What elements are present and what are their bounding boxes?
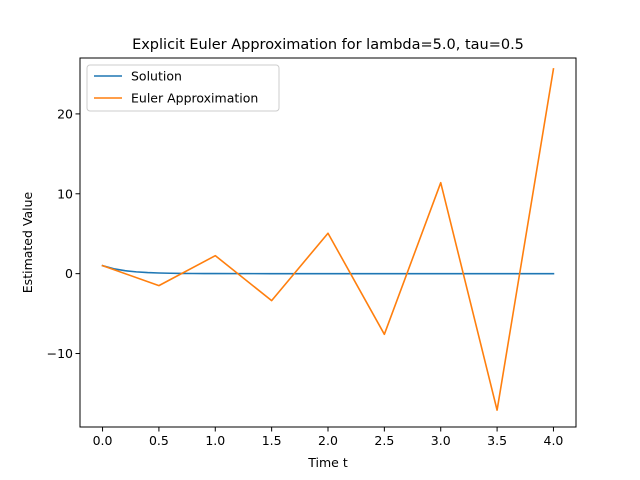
- y-tick-label: 10: [57, 186, 73, 201]
- legend: Solution Euler Approximation: [86, 64, 280, 112]
- legend-box: [86, 64, 280, 112]
- y-tick-label: 20: [57, 106, 73, 121]
- x-tick-label: 3.5: [487, 433, 507, 448]
- x-tick-label: 4.0: [544, 433, 564, 448]
- x-tick-label: 3.0: [431, 433, 451, 448]
- chart-title: Explicit Euler Approximation for lambda=…: [132, 37, 524, 53]
- legend-label-1: Euler Approximation: [131, 91, 258, 106]
- x-tick-label: 1.0: [205, 433, 225, 448]
- y-tick-label: 0: [65, 266, 73, 281]
- series-line-0: [101, 264, 555, 275]
- x-tick-label: 0.5: [149, 433, 169, 448]
- plot-area: [80, 58, 576, 427]
- x-tick-label: 2.5: [374, 433, 394, 448]
- x-axis-ticks: 0.0 0.5 1.0 1.5 2.0 2.5 3.0 3.5 4.0: [93, 427, 564, 448]
- x-tick-label: 2.0: [318, 433, 338, 448]
- legend-label-0: Solution: [131, 69, 182, 84]
- series-layer: [101, 68, 555, 411]
- x-axis-label: Time t: [307, 455, 348, 470]
- y-tick-label: −10: [47, 346, 73, 361]
- series-line-1: [101, 68, 555, 411]
- plot-frame: [79, 57, 577, 428]
- x-tick-label: 0.0: [93, 433, 113, 448]
- y-axis-label: Estimated Value: [20, 191, 35, 293]
- x-tick-label: 1.5: [262, 433, 282, 448]
- y-axis-ticks: −10 0 10 20: [47, 106, 80, 361]
